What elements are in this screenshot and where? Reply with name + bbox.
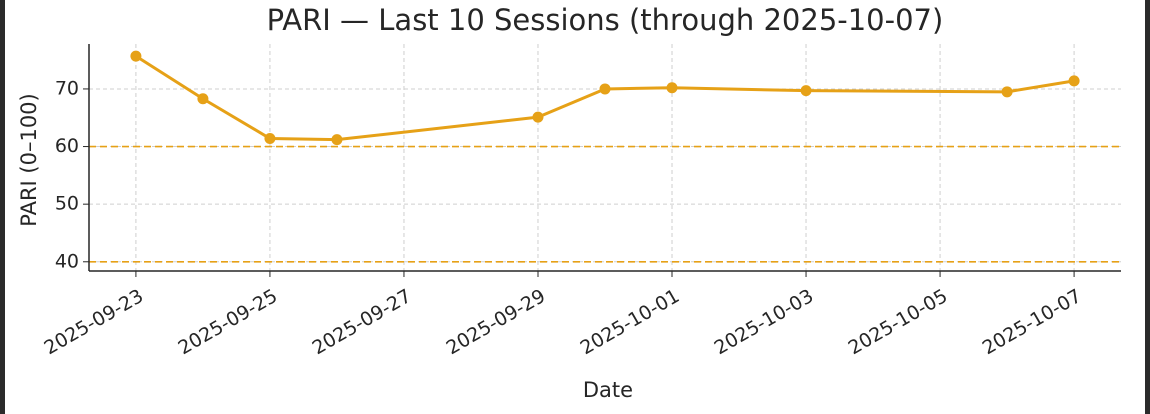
x-tick-label: 2025-10-03 xyxy=(711,285,818,359)
window-edge xyxy=(1145,0,1150,414)
data-line xyxy=(135,54,1075,142)
y-tick-label: 70 xyxy=(55,77,79,99)
x-tick-label: 2025-09-25 xyxy=(175,285,282,359)
data-point xyxy=(130,50,142,62)
x-tick-label: 2025-10-05 xyxy=(845,285,952,359)
data-point xyxy=(532,111,544,123)
x-axis-label: Date xyxy=(583,378,633,402)
data-point xyxy=(666,82,678,94)
data-point xyxy=(1068,75,1080,87)
chart-title: PARI — Last 10 Sessions (through 2025-10… xyxy=(267,3,944,37)
x-tick-label: 2025-09-23 xyxy=(41,285,148,359)
data-point xyxy=(331,134,343,146)
data-point xyxy=(599,83,611,95)
data-point xyxy=(1001,86,1013,98)
x-tick-label: 2025-09-29 xyxy=(443,285,550,359)
window-edge xyxy=(0,0,5,414)
y-tick-label: 60 xyxy=(55,135,79,157)
data-point xyxy=(800,85,812,97)
y-tick-label: 50 xyxy=(55,193,79,215)
data-point xyxy=(197,93,209,105)
x-tick-label: 2025-10-07 xyxy=(979,285,1086,359)
y-axis-label: PARI (0–100) xyxy=(17,93,41,226)
data-point xyxy=(264,132,276,144)
y-tick-label: 40 xyxy=(55,250,79,272)
x-tick-label: 2025-09-27 xyxy=(309,285,416,359)
x-tick-label: 2025-10-01 xyxy=(577,285,684,359)
